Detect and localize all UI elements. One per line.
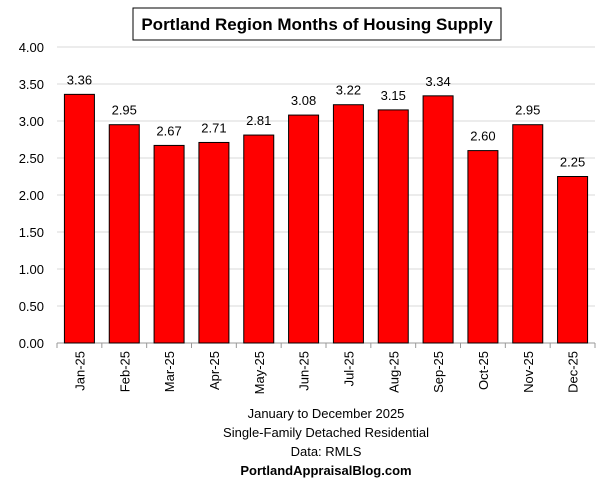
note-property-type: Single-Family Detached Residential xyxy=(223,425,429,440)
bar-Jun-25 xyxy=(288,114,320,344)
bar-Oct-25 xyxy=(467,150,499,344)
y-tick-label: 4.00 xyxy=(19,40,44,55)
bar-May-25 xyxy=(243,134,275,344)
data-label: 3.22 xyxy=(336,83,361,98)
bar-Jan-25 xyxy=(63,93,95,344)
x-tick-label: May-25 xyxy=(252,351,267,394)
y-tick-label: 3.00 xyxy=(19,114,44,129)
x-tick-label: Sep-25 xyxy=(431,351,446,393)
x-tick-label: Jan-25 xyxy=(72,351,87,391)
title-box xyxy=(132,7,502,41)
y-tick-label: 2.50 xyxy=(19,151,44,166)
data-label: 2.25 xyxy=(560,155,585,170)
data-label: 2.95 xyxy=(515,103,540,118)
x-tick-label: Oct-25 xyxy=(476,351,491,390)
x-tick-label: Mar-25 xyxy=(162,351,177,392)
data-label: 3.36 xyxy=(67,72,92,87)
bar-Mar-25 xyxy=(153,144,185,344)
data-label: 3.34 xyxy=(425,74,450,89)
y-tick-label: 3.50 xyxy=(19,77,44,92)
bar-Feb-25 xyxy=(108,124,140,344)
source-site: PortlandAppraisalBlog.com xyxy=(240,463,411,478)
x-tick-label: Apr-25 xyxy=(207,351,222,390)
x-tick-label: Feb-25 xyxy=(117,351,132,392)
bar-Nov-25 xyxy=(512,124,544,344)
bar-Dec-25 xyxy=(557,176,589,344)
bar-Jul-25 xyxy=(332,104,364,344)
y-tick-label: 2.00 xyxy=(19,188,44,203)
data-label: 3.15 xyxy=(381,88,406,103)
x-tick-label: Jul-25 xyxy=(341,351,356,386)
y-tick-label: 1.50 xyxy=(19,225,44,240)
data-label: 2.95 xyxy=(112,103,137,118)
x-tick-label: Nov-25 xyxy=(521,351,536,393)
bar-Sep-25 xyxy=(422,95,454,344)
data-label: 2.60 xyxy=(470,129,495,144)
y-tick-label: 1.00 xyxy=(19,262,44,277)
bar-Aug-25 xyxy=(377,109,409,344)
data-label: 2.81 xyxy=(246,113,271,128)
data-label: 2.67 xyxy=(156,123,181,138)
y-tick-label: 0.00 xyxy=(19,336,44,351)
note-date-range: January to December 2025 xyxy=(248,406,405,421)
y-tick-label: 0.50 xyxy=(19,299,44,314)
x-tick-label: Jun-25 xyxy=(297,351,312,391)
x-tick-label: Aug-25 xyxy=(386,351,401,393)
note-data-source: Data: RMLS xyxy=(291,444,362,459)
data-label: 3.08 xyxy=(291,93,316,108)
data-label: 2.71 xyxy=(201,120,226,135)
chart-title: Portland Region Months of Housing Supply xyxy=(141,15,493,34)
bar-Apr-25 xyxy=(198,141,230,344)
x-tick-label: Dec-25 xyxy=(566,351,581,393)
